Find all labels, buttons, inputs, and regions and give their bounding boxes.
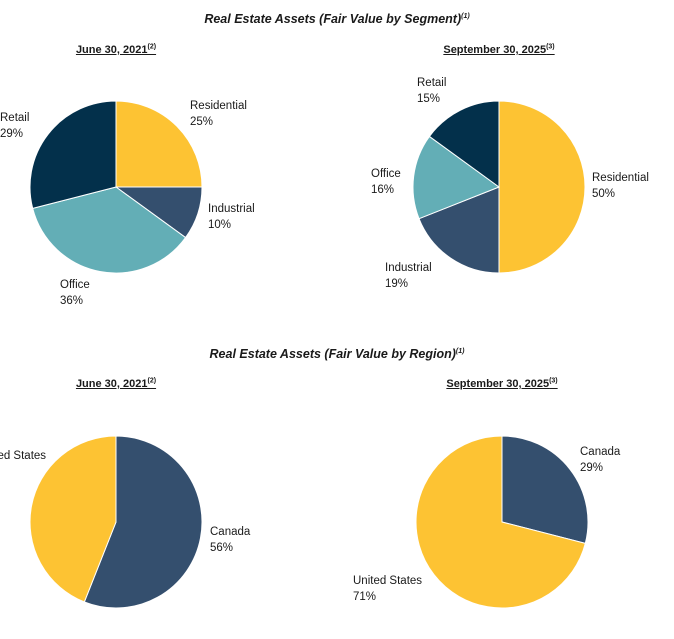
chart-1-slice-retail — [29, 100, 117, 209]
chart-2-title: September 30, 2025(3) — [443, 43, 555, 56]
chart-4-slice-united-states — [415, 435, 586, 609]
chart-3-slice-canada — [83, 435, 203, 609]
chart-2-label-office-value: 16% — [371, 184, 395, 196]
chart-3-label-united-states: United States — [0, 448, 46, 464]
chart-4-label-united-states-name: United States — [353, 575, 423, 587]
chart-2-label-residential-value: 50% — [592, 188, 616, 200]
chart-1-label-office: Office 36% — [60, 277, 90, 309]
chart-3-label-canada: Canada 56% — [210, 524, 250, 556]
chart-1-slice-office — [32, 186, 187, 274]
chart-4-note: (3) — [549, 377, 558, 385]
chart-2-label-retail-name: Retail — [417, 77, 447, 89]
chart-1-label-residential-value: 25% — [190, 116, 214, 128]
chart-1-title-text: June 30, 2021 — [75, 44, 148, 56]
chart-2-label-office: Office 16% — [371, 166, 401, 198]
chart-4-title: September 30, 2025(3) — [446, 377, 558, 390]
region-section-title: Real Estate Assets (Fair Value by Region… — [0, 347, 674, 361]
chart-1-label-office-name: Office — [60, 279, 90, 291]
chart-1-label-residential-name: Residential — [190, 100, 247, 112]
chart-2-label-industrial-name: Industrial — [385, 262, 432, 274]
chart-2-slice-retail — [428, 100, 500, 188]
chart-4-label-canada: Canada 29% — [580, 444, 620, 476]
chart-1-label-industrial-value: 10% — [208, 219, 232, 231]
chart-2-label-retail: Retail 15% — [417, 75, 446, 107]
chart-3-label-canada-value: 56% — [210, 542, 234, 554]
chart-4-label-canada-value: 29% — [580, 462, 604, 474]
chart-2-label-retail-value: 15% — [417, 93, 441, 105]
chart-1-label-office-value: 36% — [60, 295, 84, 307]
chart-4-slice-canada — [501, 435, 589, 544]
chart-3-label-canada-name: Canada — [210, 526, 251, 538]
chart-2-slice-industrial — [418, 186, 500, 274]
chart-1-label-retail: Retail 29% — [0, 110, 29, 142]
chart-4-title-text: September 30, 2025 — [446, 378, 550, 390]
chart-2-title-text: September 30, 2025 — [443, 44, 547, 56]
chart-1-title: June 30, 2021(2) — [75, 43, 157, 56]
chart-2-note: (3) — [546, 43, 555, 51]
chart-2-label-industrial-value: 19% — [385, 278, 409, 290]
chart-1-label-retail-name: Retail — [0, 112, 30, 124]
chart-3-slice-united-states — [29, 435, 117, 603]
chart-3-note: (2) — [147, 377, 157, 385]
region-section-note: (1) — [455, 347, 465, 355]
segment-section-note: (1) — [461, 12, 470, 20]
chart-2-slice-office — [412, 135, 501, 220]
chart-4-label-united-states-value: 71% — [353, 591, 377, 603]
chart-3-title: June 30, 2021(2) — [75, 377, 157, 390]
chart-3-label-united-states-name: United States — [0, 450, 47, 462]
chart-2-label-industrial: Industrial 19% — [385, 260, 432, 292]
segment-section-title: Real Estate Assets (Fair Value by Segmen… — [0, 12, 674, 26]
chart-1-label-residential: Residential 25% — [190, 98, 247, 130]
chart-2-label-residential-name: Residential — [592, 172, 649, 184]
chart-2-label-residential: Residential 50% — [592, 170, 649, 202]
chart-3-title-text: June 30, 2021 — [75, 378, 148, 390]
chart-1-label-industrial-name: Industrial — [208, 203, 255, 215]
chart-2-slice-residential — [498, 100, 586, 274]
chart-1-label-industrial: Industrial 10% — [208, 201, 255, 233]
chart-4-label-united-states: United States 71% — [353, 573, 422, 605]
chart-1-label-retail-value: 29% — [0, 128, 24, 140]
chart-2-label-office-name: Office — [371, 168, 401, 180]
chart-4-label-canada-name: Canada — [580, 446, 621, 458]
chart-1-note: (2) — [147, 43, 157, 51]
chart-1-slice-residential — [115, 100, 203, 188]
segment-section-title-text: Real Estate Assets (Fair Value by Segmen… — [204, 12, 462, 26]
region-section-title-text: Real Estate Assets (Fair Value by Region… — [209, 347, 456, 361]
